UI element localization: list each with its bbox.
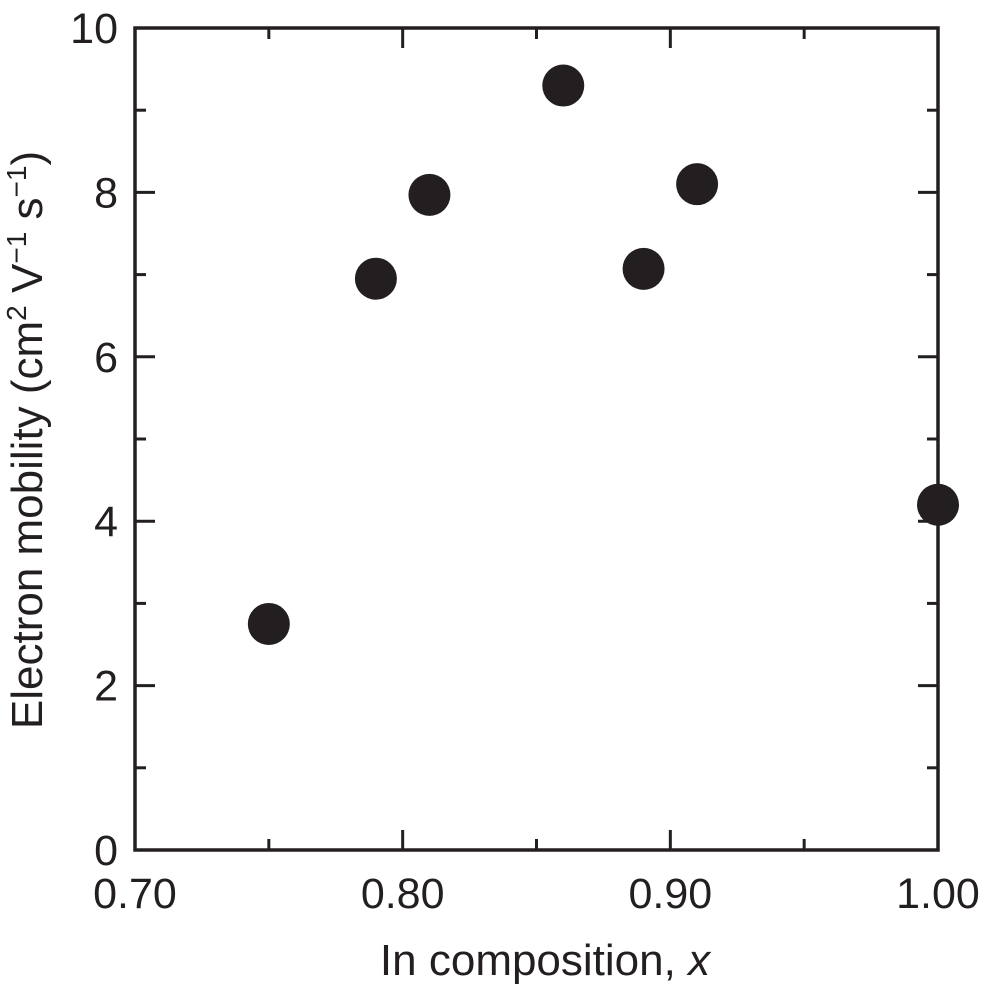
y-tick-label: 4 — [94, 498, 118, 546]
x-tick-label: 0.70 — [93, 870, 177, 918]
x-tick-label: 0.90 — [628, 870, 712, 918]
x-tick-labels: 0.70 0.80 0.90 1.00 — [93, 870, 980, 918]
data-point — [408, 173, 451, 216]
y-axis-label: Electron mobility (cm2 V−1 s−1) — [1, 151, 52, 729]
data-point — [247, 602, 290, 645]
y-tick-label: 0 — [94, 827, 118, 875]
data-point — [917, 483, 959, 526]
data-point — [622, 247, 665, 290]
x-tick-label: 1.00 — [896, 870, 980, 918]
y-tick-label: 6 — [94, 334, 118, 382]
axis-ticks — [133, 26, 940, 852]
y-tick-label: 2 — [94, 663, 118, 711]
x-tick-label: 0.80 — [361, 870, 445, 918]
y-tick-labels: 0 2 4 6 8 10 — [70, 5, 118, 875]
x-axis-label: In composition, x — [380, 936, 712, 985]
y-tick-label: 8 — [94, 169, 118, 217]
data-point — [676, 163, 719, 206]
y-tick-label: 10 — [70, 5, 118, 53]
data-point — [354, 257, 397, 300]
data-points — [247, 64, 959, 645]
data-point — [542, 64, 585, 107]
plot-frame — [133, 26, 940, 852]
